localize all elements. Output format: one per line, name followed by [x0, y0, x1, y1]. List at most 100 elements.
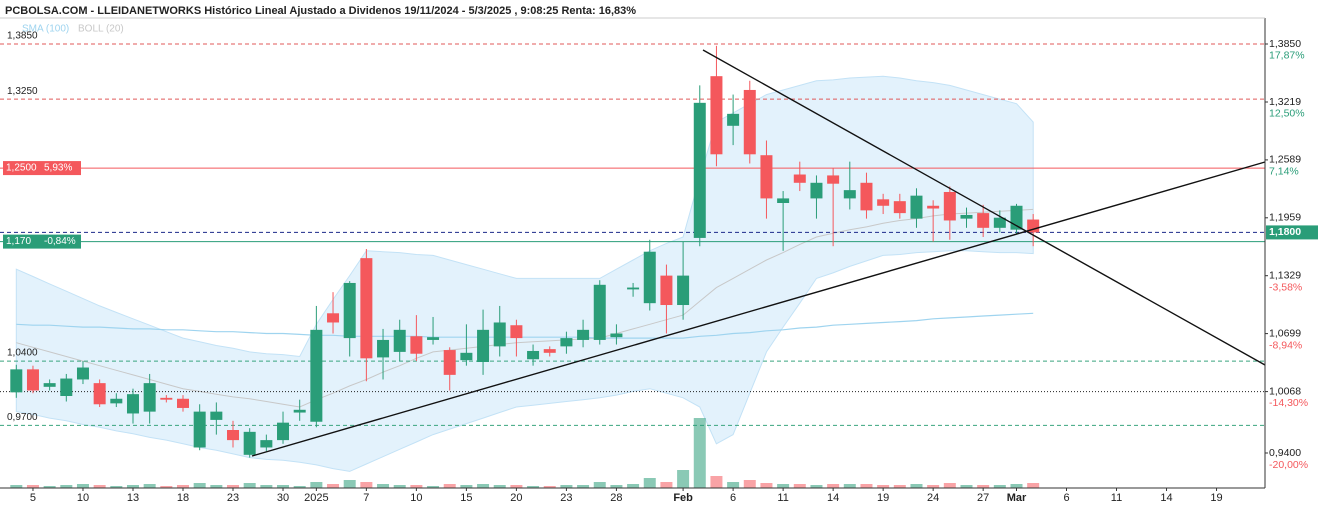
level-label: 1,0400	[7, 348, 38, 359]
volume-bar	[593, 482, 606, 488]
x-tick-label: Mar	[1007, 492, 1027, 504]
level-label-box	[3, 234, 81, 249]
candle-body	[777, 198, 790, 204]
candle-body	[877, 199, 890, 206]
volume-bar	[160, 486, 173, 488]
candle-body	[277, 422, 290, 441]
volume-bar	[443, 484, 456, 488]
volume-bar	[193, 483, 206, 488]
candle-body	[560, 338, 573, 347]
candle-body	[160, 397, 173, 400]
candle-body	[227, 430, 240, 441]
volume-bar	[210, 485, 223, 488]
level-label: 1,170	[6, 236, 31, 247]
candle-body	[960, 214, 973, 219]
candle-body	[443, 350, 456, 375]
volume-bar	[76, 484, 89, 488]
volume-bar	[177, 485, 189, 488]
x-tick-label: 19	[877, 492, 889, 504]
candle-body	[193, 411, 206, 448]
volume-bar	[710, 476, 723, 488]
volume-bar	[260, 485, 273, 488]
y2-tick-label: -3,58%	[1269, 281, 1302, 293]
candle-body	[293, 409, 306, 413]
candle-body	[310, 329, 323, 422]
candle-layer	[10, 45, 1040, 458]
volume-bar	[327, 484, 340, 488]
legend-entry: SMA (100)	[22, 24, 69, 35]
volume-bar	[677, 470, 690, 488]
volume-bar	[410, 485, 423, 488]
candle-body	[993, 217, 1006, 228]
candle-body	[93, 383, 106, 405]
x-tick-label: 23	[227, 492, 239, 504]
y2-tick-label: -20,00%	[1269, 459, 1308, 471]
volume-bar	[93, 485, 106, 488]
candle-body	[843, 190, 856, 199]
x-tick-label: 23	[560, 492, 572, 504]
x-tick-label: 27	[977, 492, 989, 504]
x-tick-label: 30	[277, 492, 289, 504]
y2-tick-label: 7,14%	[1269, 166, 1299, 178]
volume-bar	[110, 486, 123, 488]
volume-bar	[827, 484, 840, 488]
x-tick-label: 13	[127, 492, 139, 504]
candle-body	[210, 411, 223, 420]
candle-body	[393, 329, 406, 352]
volume-bar	[860, 484, 873, 488]
x-tick-label: 24	[927, 492, 939, 504]
candle-body	[977, 213, 990, 228]
volume-bar	[527, 486, 540, 488]
volume-bar	[1010, 484, 1023, 488]
x-tick-label: Feb	[673, 492, 693, 504]
y-tick-label: 1,1329	[1269, 269, 1301, 281]
volume-bar	[943, 483, 956, 488]
sma-line	[16, 312, 1034, 339]
candle-body	[527, 350, 540, 360]
level-label-box	[3, 161, 81, 176]
candle-body	[593, 284, 606, 340]
label-layer: 1,3850 1,3250 1,2500 5,93% 1,170 -0,84% 1,0400…	[3, 31, 1318, 504]
candle-body	[327, 313, 340, 323]
y-tick-label: 1,3219	[1269, 96, 1301, 108]
volume-bar	[610, 485, 623, 488]
volume-bar	[10, 485, 23, 488]
volume-bar	[310, 482, 323, 488]
candle-body	[460, 352, 473, 361]
level-label: 1,3850	[7, 31, 38, 42]
x-tick-label: 2025	[304, 492, 328, 504]
candle-body	[943, 191, 956, 221]
candle-body	[427, 337, 440, 340]
x-tick-label: 6	[1063, 492, 1069, 504]
x-tick-label: 18	[177, 492, 189, 504]
volume-bar	[993, 485, 1006, 488]
candle-body	[377, 339, 390, 358]
x-tick-label: 11	[1111, 492, 1122, 504]
candle-body	[893, 201, 906, 214]
volume-bar	[293, 486, 306, 488]
level-layer	[0, 43, 1265, 426]
candle-body	[76, 367, 89, 380]
level-pct-label: 5,93%	[44, 163, 72, 174]
volume-bar	[810, 485, 823, 488]
y-tick-label: 1,2589	[1269, 154, 1301, 166]
volume-bar	[243, 483, 256, 488]
x-tick-label: 20	[510, 492, 522, 504]
volume-bar	[493, 485, 506, 488]
level-label: 1,2500	[6, 163, 37, 174]
volume-bar	[343, 480, 356, 488]
candle-body	[26, 369, 39, 391]
y2-tick-label: -14,30%	[1269, 397, 1308, 409]
volume-bar	[660, 482, 673, 488]
candle-body	[910, 195, 923, 219]
volume-bar	[560, 485, 573, 488]
volume-bar	[977, 485, 990, 488]
x-tick-label: 10	[410, 492, 422, 504]
candle-body	[743, 89, 756, 155]
level-label: 1,3250	[7, 86, 38, 97]
candle-body	[543, 349, 556, 353]
candle-body	[643, 251, 656, 304]
candle-body	[693, 102, 706, 238]
candle-body	[610, 333, 623, 338]
